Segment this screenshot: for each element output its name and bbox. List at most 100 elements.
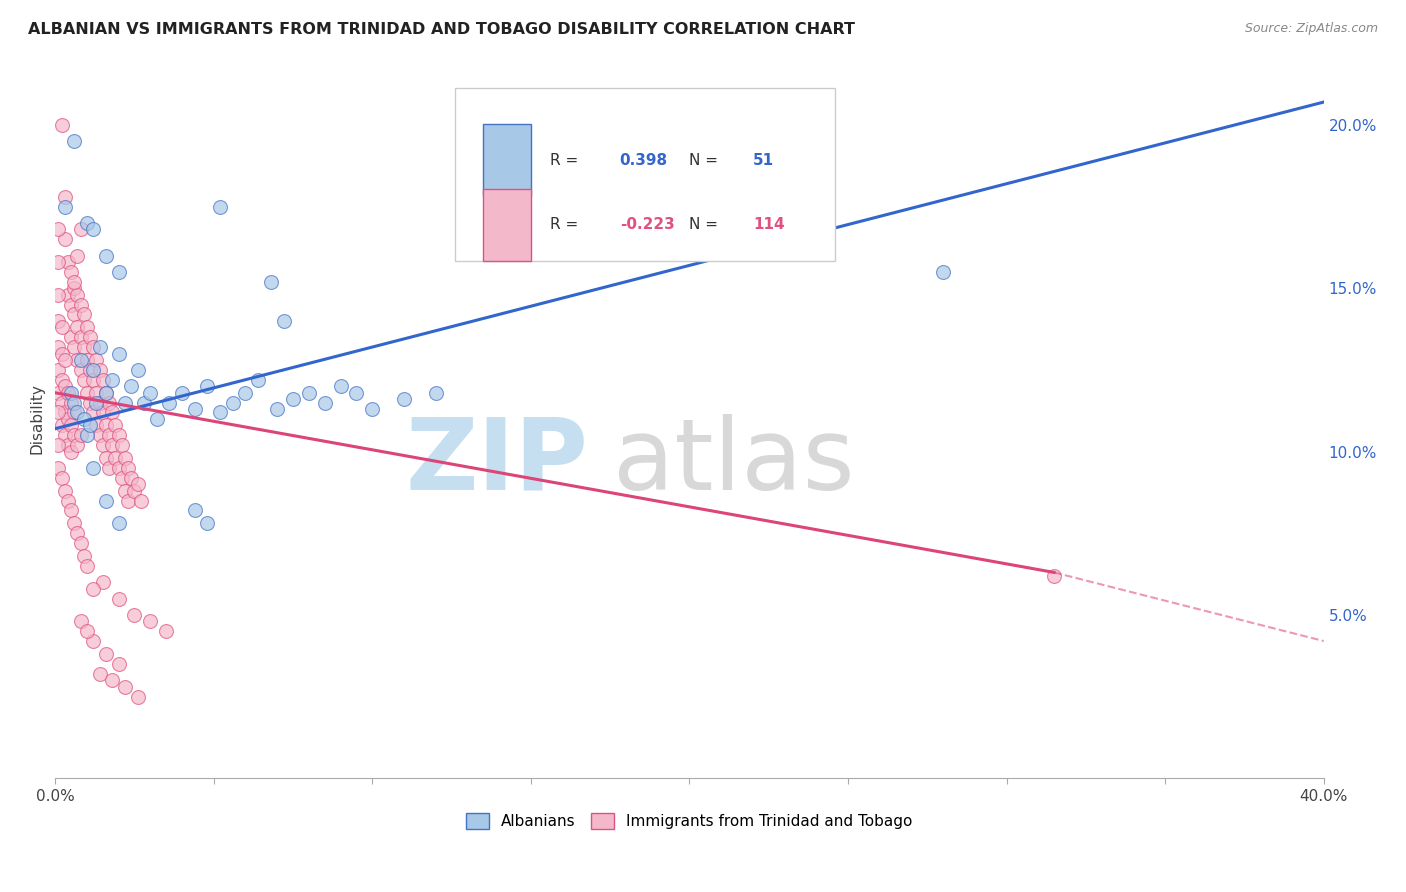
Point [361, 402, 384, 417]
Point [94, 249, 117, 263]
Text: N =: N = [689, 218, 723, 233]
Legend: Albanians, Immigrants from Trinidad and Tobago: Albanians, Immigrants from Trinidad and … [460, 807, 920, 835]
Point [101, 405, 124, 419]
Point [329, 379, 352, 393]
Point [46, 405, 69, 419]
Point [66, 353, 89, 368]
Point [298, 385, 321, 400]
Point [197, 516, 219, 531]
Point [209, 200, 232, 214]
Point [86, 385, 108, 400]
Point [114, 451, 136, 466]
Point [63, 134, 86, 148]
Point [46, 222, 69, 236]
Point [51, 418, 73, 433]
Point [51, 471, 73, 485]
Point [60, 395, 83, 409]
Point [66, 526, 89, 541]
Bar [482, 189, 531, 260]
Point [69, 222, 91, 236]
Point [266, 402, 288, 417]
Point [53, 232, 76, 246]
Point [46, 314, 69, 328]
Text: 51: 51 [752, 153, 773, 168]
Text: N =: N = [689, 153, 723, 168]
Point [281, 392, 304, 407]
Point [82, 582, 104, 596]
Point [56, 493, 79, 508]
Point [104, 418, 127, 433]
Point [51, 118, 73, 132]
Point [101, 438, 124, 452]
Point [107, 265, 129, 279]
Text: ZIP: ZIP [405, 414, 588, 510]
Point [94, 647, 117, 661]
Point [69, 615, 91, 629]
Point [53, 200, 76, 214]
Point [63, 307, 86, 321]
Point [46, 461, 69, 475]
Text: R =: R = [550, 218, 583, 233]
Y-axis label: Disability: Disability [30, 384, 44, 454]
Point [46, 287, 69, 301]
Point [56, 287, 79, 301]
Point [69, 353, 91, 368]
Point [425, 385, 447, 400]
Point [247, 373, 270, 387]
Point [63, 395, 86, 409]
Point [129, 493, 152, 508]
Point [46, 438, 69, 452]
Point [145, 412, 167, 426]
Point [124, 607, 146, 622]
Point [76, 385, 98, 400]
Point [69, 363, 91, 377]
Point [139, 615, 162, 629]
Point [86, 418, 108, 433]
Point [73, 307, 96, 321]
Point [170, 385, 193, 400]
Point [82, 373, 104, 387]
Point [66, 249, 89, 263]
Point [117, 461, 139, 475]
Text: Source: ZipAtlas.com: Source: ZipAtlas.com [1244, 22, 1378, 36]
Point [56, 412, 79, 426]
Point [127, 477, 149, 491]
Point [107, 657, 129, 671]
Point [82, 363, 104, 377]
Point [98, 428, 121, 442]
Point [76, 558, 98, 573]
Point [60, 265, 83, 279]
Point [89, 340, 111, 354]
Point [73, 412, 96, 426]
Point [114, 680, 136, 694]
Point [104, 451, 127, 466]
Point [46, 255, 69, 269]
Point [197, 379, 219, 393]
Point [79, 418, 101, 433]
Point [66, 320, 89, 334]
Bar [482, 124, 531, 196]
Point [53, 353, 76, 368]
Point [51, 346, 73, 360]
Point [89, 666, 111, 681]
Point [91, 405, 114, 419]
Point [82, 461, 104, 475]
Point [91, 373, 114, 387]
Point [46, 340, 69, 354]
Point [73, 549, 96, 563]
Point [222, 395, 245, 409]
Point [124, 483, 146, 498]
Point [56, 255, 79, 269]
Point [76, 353, 98, 368]
Point [117, 493, 139, 508]
Point [63, 340, 86, 354]
Point [155, 624, 177, 639]
Point [101, 373, 124, 387]
Point [69, 297, 91, 311]
Point [260, 275, 283, 289]
Text: 0.398: 0.398 [620, 153, 668, 168]
Point [66, 438, 89, 452]
Point [94, 451, 117, 466]
Point [86, 353, 108, 368]
Point [91, 575, 114, 590]
